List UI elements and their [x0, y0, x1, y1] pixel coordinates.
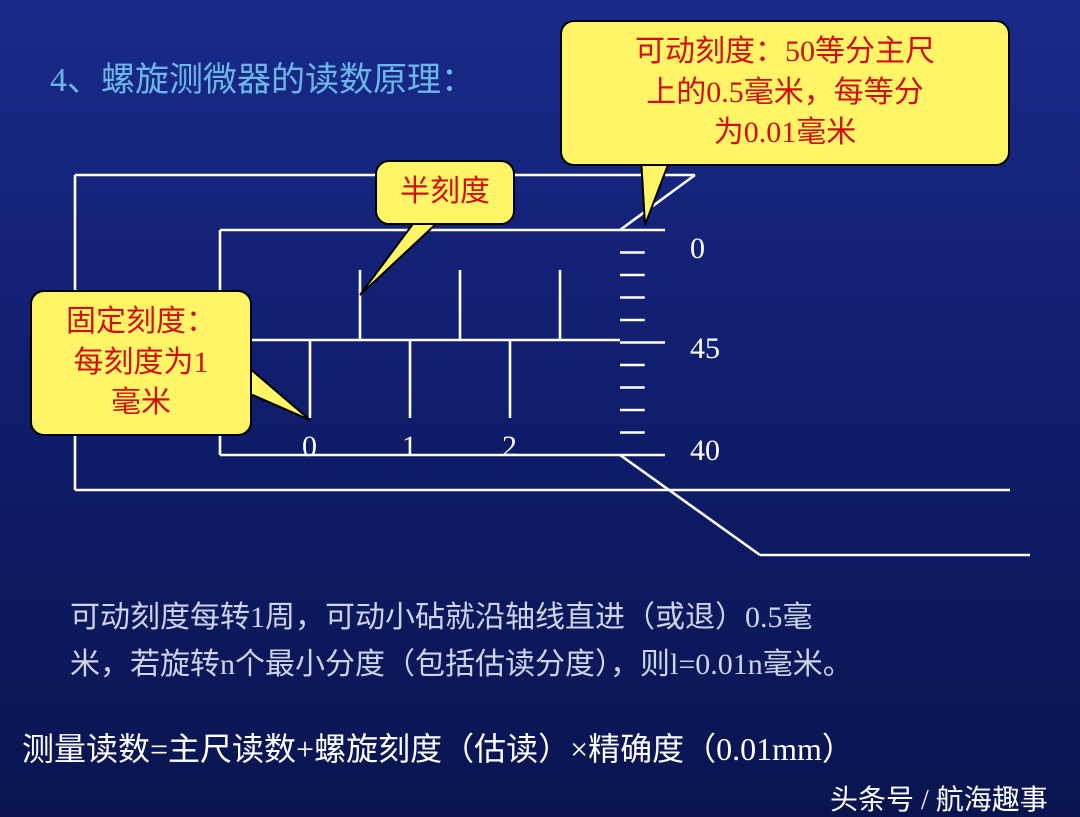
footer-credit: 头条号 / 航海趣事	[830, 778, 1048, 817]
scale-number: 45	[690, 332, 720, 366]
scale-number: 0	[302, 430, 317, 464]
scale-number: 2	[502, 430, 517, 464]
explanation-line2: 米，若旋转n个最小分度（包括估读分度），则l=0.01n毫米。	[70, 648, 853, 681]
slide-title: 4、螺旋测微器的读数原理：	[50, 52, 475, 101]
scale-number: 1	[402, 430, 417, 464]
explanation-text: 可动刻度每转1周，可动小砧就沿轴线直进（或退）0.5毫 米，若旋转n个最小分度（…	[70, 595, 1030, 688]
scale-number: 40	[690, 434, 720, 468]
callout-movable-scale: 可动刻度：50等分主尺上的0.5毫米，每等分为0.01毫米	[560, 20, 1010, 166]
scale-number: 0	[690, 232, 705, 266]
explanation-line1: 可动刻度每转1周，可动小砧就沿轴线直进（或退）0.5毫	[70, 601, 813, 634]
callout-half-scale: 半刻度	[375, 160, 515, 225]
callout-fixed-scale: 固定刻度：每刻度为1毫米	[30, 290, 252, 436]
measurement-formula: 测量读数=主尺读数+螺旋刻度（估读）×精确度（0.01mm）	[22, 724, 854, 770]
